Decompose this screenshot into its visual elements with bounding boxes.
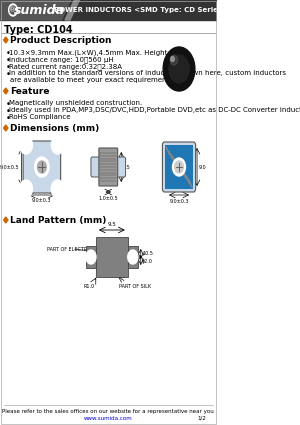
Text: sumida: sumida [14, 3, 65, 17]
Bar [96, 237, 128, 277]
Polygon shape [4, 217, 8, 223]
Circle shape [51, 136, 64, 154]
Polygon shape [65, 0, 80, 20]
Text: •: • [6, 100, 10, 109]
Text: R1.0: R1.0 [83, 284, 94, 289]
Text: 10.3×9.3mm Max.(L×W),4.5mm Max. Height.: 10.3×9.3mm Max.(L×W),4.5mm Max. Height. [9, 49, 170, 56]
FancyBboxPatch shape [162, 142, 196, 192]
Bar [165, 145, 194, 189]
Text: Product Description: Product Description [10, 36, 112, 45]
Text: 1/2: 1/2 [197, 416, 206, 420]
Text: •: • [6, 56, 10, 65]
Text: 4.5: 4.5 [123, 164, 130, 170]
Text: •: • [6, 63, 10, 72]
Text: are available to meet your exact requirements.: are available to meet your exact require… [10, 77, 175, 83]
FancyBboxPatch shape [99, 148, 118, 186]
FancyBboxPatch shape [91, 157, 101, 177]
Polygon shape [4, 37, 8, 43]
Text: Ideally used in PDA,MP3,DSC/DVC,HDD,Portable DVD,etc as DC-DC Converter inductor: Ideally used in PDA,MP3,DSC/DVC,HDD,Port… [9, 107, 300, 113]
Text: Inductance range: 10～560 μH: Inductance range: 10～560 μH [9, 56, 114, 62]
Circle shape [163, 47, 195, 91]
Polygon shape [4, 88, 8, 94]
Bar [0, 0, 217, 20]
Text: 9.0: 9.0 [199, 164, 206, 170]
Text: PART OF ELECTRODE: PART OF ELECTRODE [47, 246, 98, 252]
Circle shape [86, 250, 96, 264]
Text: 1.0±0.5: 1.0±0.5 [98, 196, 118, 201]
Text: 9.0±0.5: 9.0±0.5 [0, 164, 20, 170]
Text: RoHS Compliance: RoHS Compliance [9, 114, 71, 120]
Circle shape [20, 136, 32, 154]
Circle shape [172, 158, 185, 176]
Text: Magnetically unshielded construction.: Magnetically unshielded construction. [9, 100, 142, 106]
FancyBboxPatch shape [23, 141, 61, 193]
Circle shape [128, 250, 138, 264]
Text: Land Pattern (mm): Land Pattern (mm) [10, 215, 106, 224]
Text: In addition to the standard versions of inductors shown here, custom inductors: In addition to the standard versions of … [9, 70, 286, 76]
Polygon shape [0, 0, 71, 20]
Text: Please refer to the sales offices on our website for a representative near you: Please refer to the sales offices on our… [2, 410, 214, 414]
Text: 9.5: 9.5 [107, 222, 116, 227]
Circle shape [10, 6, 16, 14]
Text: Dimensions (mm): Dimensions (mm) [10, 124, 99, 133]
Circle shape [34, 157, 49, 177]
Text: POWER INDUCTORS <SMD Type: CD Series>: POWER INDUCTORS <SMD Type: CD Series> [54, 7, 228, 13]
Polygon shape [4, 125, 8, 131]
Circle shape [169, 55, 189, 83]
Circle shape [38, 161, 46, 173]
Text: φ2.0: φ2.0 [142, 258, 153, 264]
Text: www.sumida.com: www.sumida.com [84, 416, 133, 420]
Circle shape [20, 180, 32, 198]
Text: PART OF SILK: PART OF SILK [119, 284, 151, 289]
Text: 9.0±0.3: 9.0±0.3 [169, 199, 189, 204]
Circle shape [175, 161, 183, 173]
FancyBboxPatch shape [116, 157, 126, 177]
Text: Feature: Feature [10, 87, 50, 96]
Text: ®: ® [9, 7, 16, 13]
Bar [128, 246, 138, 268]
Text: 9.0±0.3: 9.0±0.3 [32, 198, 52, 203]
Circle shape [170, 55, 178, 65]
Circle shape [171, 57, 174, 62]
Circle shape [9, 4, 17, 16]
Bar [86, 246, 96, 268]
Text: Rated current range:0.32～2.38A: Rated current range:0.32～2.38A [9, 63, 122, 70]
Text: •: • [6, 107, 10, 116]
Text: •: • [6, 49, 10, 58]
Circle shape [51, 180, 64, 198]
Text: Type: CD104: Type: CD104 [4, 25, 72, 35]
Text: 10.5: 10.5 [142, 250, 153, 255]
Text: •: • [6, 114, 10, 123]
Text: •: • [6, 70, 10, 79]
